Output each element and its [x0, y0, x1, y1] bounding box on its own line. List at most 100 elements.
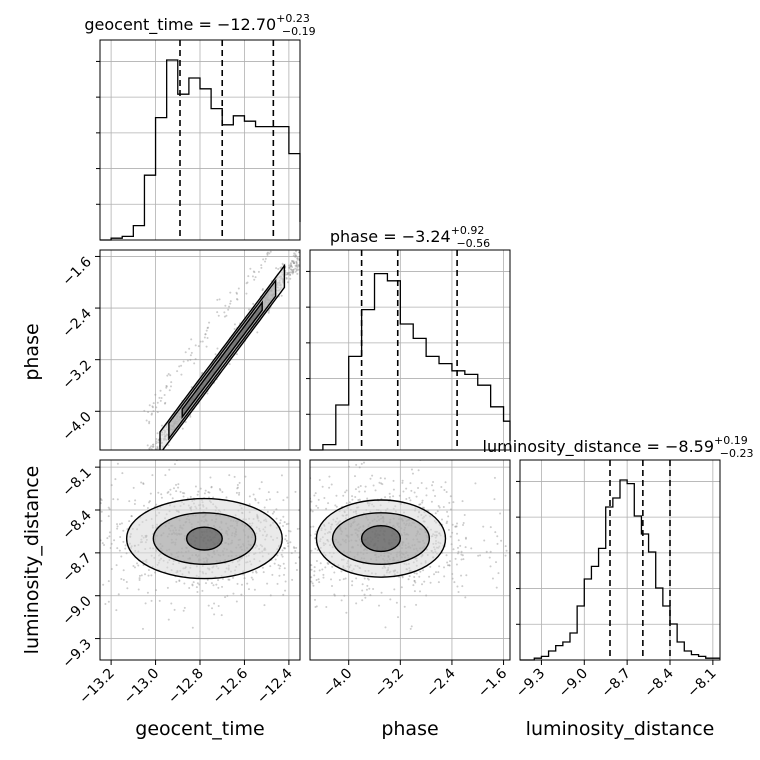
sample-point	[292, 261, 295, 264]
sample-point	[157, 439, 160, 442]
sample-point	[197, 490, 200, 493]
sample-point	[430, 500, 433, 503]
sample-point	[148, 422, 151, 425]
sample-point	[235, 491, 238, 494]
sample-point	[435, 571, 438, 574]
sample-point	[304, 261, 306, 263]
sample-point	[489, 526, 492, 529]
sample-point	[457, 550, 460, 553]
sample-point	[132, 486, 135, 489]
sample-point	[248, 308, 251, 311]
sample-point	[148, 404, 151, 407]
sample-point	[140, 462, 142, 464]
sample-point	[320, 477, 322, 479]
sample-point	[305, 547, 307, 549]
sample-point	[275, 508, 278, 511]
sample-point	[94, 570, 96, 572]
sample-point	[158, 599, 161, 602]
sample-point	[459, 544, 462, 547]
sample-point	[413, 579, 416, 582]
sample-point	[211, 607, 214, 610]
sample-point	[313, 574, 316, 577]
sample-point	[140, 481, 143, 484]
sample-point	[282, 525, 285, 528]
sample-point	[146, 506, 149, 509]
sample-point	[314, 533, 317, 536]
sample-point	[297, 224, 299, 226]
sample-point	[108, 531, 111, 534]
sample-point	[150, 445, 153, 448]
sample-point	[217, 314, 220, 317]
sample-point	[437, 571, 440, 574]
sample-point	[311, 510, 314, 513]
sample-point	[177, 483, 180, 486]
sample-point	[283, 573, 286, 576]
sample-point	[336, 614, 338, 616]
sample-point	[82, 535, 84, 537]
sample-point	[152, 464, 154, 466]
sample-point	[283, 521, 286, 524]
sample-point	[269, 250, 272, 253]
sample-point	[425, 487, 428, 490]
sample-point	[301, 540, 303, 542]
sample-point	[217, 579, 220, 582]
sample-point	[315, 560, 318, 563]
sample-point	[220, 614, 223, 617]
sample-point	[312, 584, 315, 587]
sample-point	[203, 336, 206, 339]
sample-point	[295, 534, 297, 536]
x-tick-label: −8.1	[684, 666, 719, 701]
sample-point	[248, 503, 251, 506]
sample-point	[344, 491, 347, 494]
sample-point	[165, 384, 168, 387]
sample-point	[173, 608, 176, 611]
sample-point	[355, 577, 358, 580]
sample-point	[149, 492, 152, 495]
sample-point	[91, 567, 93, 569]
sample-point	[273, 510, 276, 513]
sample-point	[452, 501, 455, 504]
density-panel-geocent_time-phase	[139, 224, 306, 466]
sample-point	[53, 490, 55, 492]
sample-point	[138, 577, 141, 580]
sample-point	[493, 498, 496, 501]
sample-point	[289, 277, 292, 280]
sample-point	[281, 549, 284, 552]
sample-point	[307, 542, 309, 544]
sample-point	[300, 254, 302, 256]
sample-point	[210, 486, 213, 489]
sample-point	[156, 457, 158, 459]
sample-point	[115, 609, 118, 612]
sample-point	[291, 578, 294, 581]
sample-point	[328, 486, 331, 489]
sample-point	[275, 247, 277, 249]
sample-point	[314, 520, 316, 522]
sample-point	[265, 498, 268, 501]
sample-point	[443, 575, 446, 578]
sample-point	[137, 588, 140, 591]
sample-point	[100, 519, 103, 522]
sample-point	[303, 555, 305, 557]
sample-point	[460, 574, 463, 577]
sample-point	[145, 461, 147, 463]
sample-point	[183, 492, 186, 495]
sample-point	[276, 554, 279, 557]
sample-point	[260, 481, 263, 484]
sample-point	[284, 497, 286, 499]
sample-point	[301, 252, 303, 254]
sample-point	[112, 498, 115, 501]
sample-point	[134, 499, 137, 502]
sample-point	[295, 546, 298, 549]
sample-point	[285, 523, 288, 526]
sample-point	[268, 498, 271, 501]
sample-point	[204, 333, 207, 336]
sample-point	[418, 590, 421, 593]
sample-point	[228, 363, 231, 366]
sample-point	[292, 536, 294, 538]
sample-point	[307, 529, 309, 531]
sample-point	[137, 564, 140, 567]
sample-point	[369, 602, 371, 604]
sample-point	[126, 587, 129, 590]
sample-point	[261, 287, 264, 290]
sample-point	[287, 529, 290, 532]
